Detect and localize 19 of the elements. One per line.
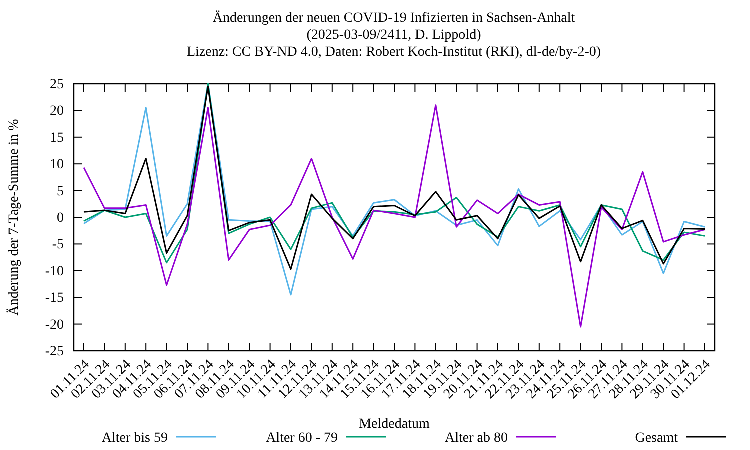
legend-label: Alter bis 59: [102, 431, 168, 446]
legend-label: Alter ab 80: [445, 431, 508, 446]
x-axis-title: Meldedatum: [359, 417, 430, 432]
y-tick-label: 10: [50, 158, 64, 173]
chart-title: Änderungen der neuen COVID-19 Infizierten in Sachsen-Anhalt (2025-03-09/2411, D. Lippold) Lizenz: CC BY-ND 4.0, Daten: Robert Koch-Institut (RKI), dl-de/by-2-0): [186, 10, 602, 60]
y-tick-label: 25: [50, 77, 64, 92]
y-tick-label: 20: [50, 104, 64, 120]
y-tick-label: -20: [45, 318, 64, 333]
y-tick-label: 15: [50, 130, 64, 146]
y-axis-title: Änderung der 7-Tage-Summe in %: [6, 118, 22, 316]
y-tick-label: 0: [57, 210, 64, 226]
y-tick-label: -10: [45, 264, 64, 280]
y-tick-label: -25: [45, 344, 64, 360]
line-series: [83, 104, 706, 328]
y-tick-label: -5: [52, 238, 64, 253]
legend-label: Alter 60 - 79: [266, 431, 338, 446]
y-tick-label: -15: [45, 291, 64, 306]
y-tick-label: 5: [57, 184, 64, 200]
legend-label: Gesamt: [635, 431, 678, 446]
